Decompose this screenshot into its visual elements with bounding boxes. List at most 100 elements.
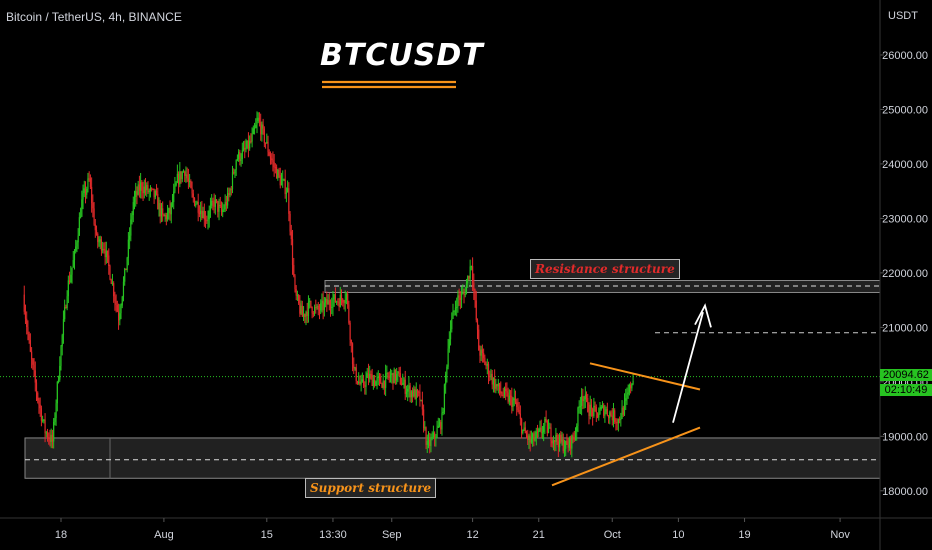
- candle-body: [534, 437, 536, 441]
- bullish-arrow-head: [694, 303, 712, 328]
- countdown-tag: 02:10:49: [880, 383, 932, 396]
- candle-body: [285, 192, 287, 195]
- candle-body: [169, 208, 171, 215]
- candle-body: [538, 429, 540, 433]
- candle-body: [424, 427, 426, 429]
- candle-body: [164, 214, 166, 217]
- candle-body: [241, 150, 243, 160]
- candle-body: [222, 209, 224, 213]
- candle-body: [546, 420, 548, 434]
- candle-body: [436, 428, 438, 438]
- candle-body: [315, 307, 317, 309]
- candle-body: [294, 275, 296, 290]
- zones-layer: [0, 280, 881, 479]
- candle-body: [589, 404, 591, 417]
- candle-body: [500, 390, 502, 394]
- candle-body: [73, 250, 76, 261]
- triangle-upper-line: [589, 362, 701, 391]
- candle-body: [418, 391, 420, 393]
- candle-body: [396, 373, 398, 381]
- candle-body: [445, 374, 447, 385]
- candle-body: [356, 381, 359, 384]
- candle-body: [211, 200, 213, 206]
- candle-body: [389, 375, 392, 378]
- candle-body: [562, 439, 564, 452]
- candle-body: [560, 434, 562, 442]
- candle-body: [405, 391, 408, 394]
- candle-body: [273, 162, 275, 168]
- x-tick-label: 19: [738, 529, 750, 541]
- candle-body: [93, 208, 95, 225]
- candle-body: [478, 329, 480, 351]
- candle-body: [37, 392, 39, 401]
- candle-body: [278, 169, 280, 176]
- candle-body: [195, 204, 197, 206]
- candle-body: [240, 159, 242, 162]
- candle-body: [178, 173, 180, 185]
- drawings-layer: [322, 80, 712, 487]
- candle-body: [305, 311, 307, 317]
- candle-body: [467, 275, 469, 284]
- candle-body: [343, 302, 345, 304]
- candle-body: [291, 239, 294, 266]
- candle-body: [362, 379, 365, 386]
- candle-body: [230, 189, 232, 191]
- candle-body: [404, 379, 406, 394]
- candle-body: [558, 434, 561, 448]
- candle-body: [386, 372, 388, 374]
- candle-body: [91, 187, 93, 203]
- candle-body: [151, 188, 153, 190]
- x-tick-label: 13:30: [319, 529, 347, 541]
- candle-body: [632, 380, 634, 384]
- candle-body: [501, 393, 503, 396]
- candle-body: [497, 383, 499, 387]
- candle-body: [583, 399, 585, 402]
- candle-body: [175, 182, 177, 186]
- candle-body: [133, 196, 136, 203]
- candle-body: [578, 406, 580, 408]
- candle-body: [201, 210, 203, 219]
- candle-body: [279, 175, 281, 186]
- candle-body: [206, 220, 208, 222]
- candle-body: [588, 411, 590, 417]
- candle-body: [268, 152, 270, 156]
- candle-body: [582, 395, 584, 402]
- candle-body: [374, 379, 376, 386]
- candle-body: [262, 124, 264, 129]
- y-tick-label: 21000.00: [882, 322, 928, 334]
- candle-body: [158, 203, 160, 210]
- candle-body: [256, 121, 258, 125]
- symbol-header[interactable]: Bitcoin / TetherUS, 4h, BINANCE: [6, 10, 182, 24]
- candle-body: [617, 419, 619, 424]
- candle-body: [479, 350, 481, 356]
- candle-body: [393, 369, 395, 384]
- candle-body: [336, 301, 338, 303]
- candle-body: [125, 268, 127, 271]
- candle-body: [289, 213, 291, 232]
- candle-body: [603, 405, 605, 416]
- candle-body: [45, 432, 47, 434]
- candle-body: [109, 266, 111, 280]
- candle-body: [231, 172, 234, 190]
- candle-body: [263, 128, 265, 143]
- candle-body: [322, 300, 324, 311]
- candle-body: [42, 419, 44, 421]
- candle-body: [615, 421, 617, 423]
- candle-body: [116, 304, 118, 312]
- candle-body: [298, 295, 300, 304]
- candle-body: [524, 427, 526, 434]
- candle-body: [443, 384, 446, 413]
- candle-body: [338, 301, 340, 308]
- candle-body: [143, 186, 145, 194]
- candle-body: [347, 293, 349, 305]
- candle-body: [599, 408, 601, 415]
- candle-body: [437, 425, 439, 429]
- candle-body: [244, 147, 246, 150]
- candle-body: [530, 438, 532, 443]
- candle-body: [420, 399, 422, 401]
- candle-body: [627, 392, 629, 395]
- candle-body: [190, 180, 192, 188]
- candle-body: [464, 294, 466, 296]
- candle-body: [82, 192, 84, 200]
